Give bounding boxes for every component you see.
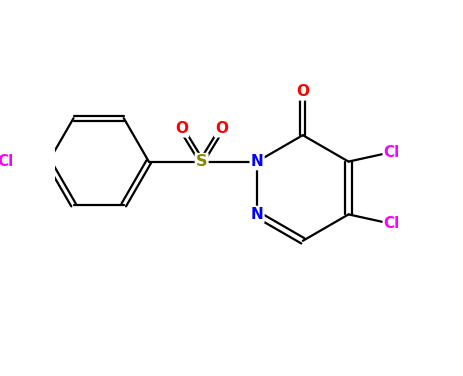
Text: O: O (296, 84, 309, 99)
Text: N: N (250, 207, 263, 222)
Text: Cl: Cl (383, 145, 399, 159)
Text: Cl: Cl (0, 154, 13, 169)
Text: Cl: Cl (383, 217, 399, 231)
Text: N: N (250, 154, 263, 169)
Text: O: O (215, 121, 228, 136)
Text: O: O (175, 121, 188, 136)
Text: S: S (195, 154, 207, 169)
